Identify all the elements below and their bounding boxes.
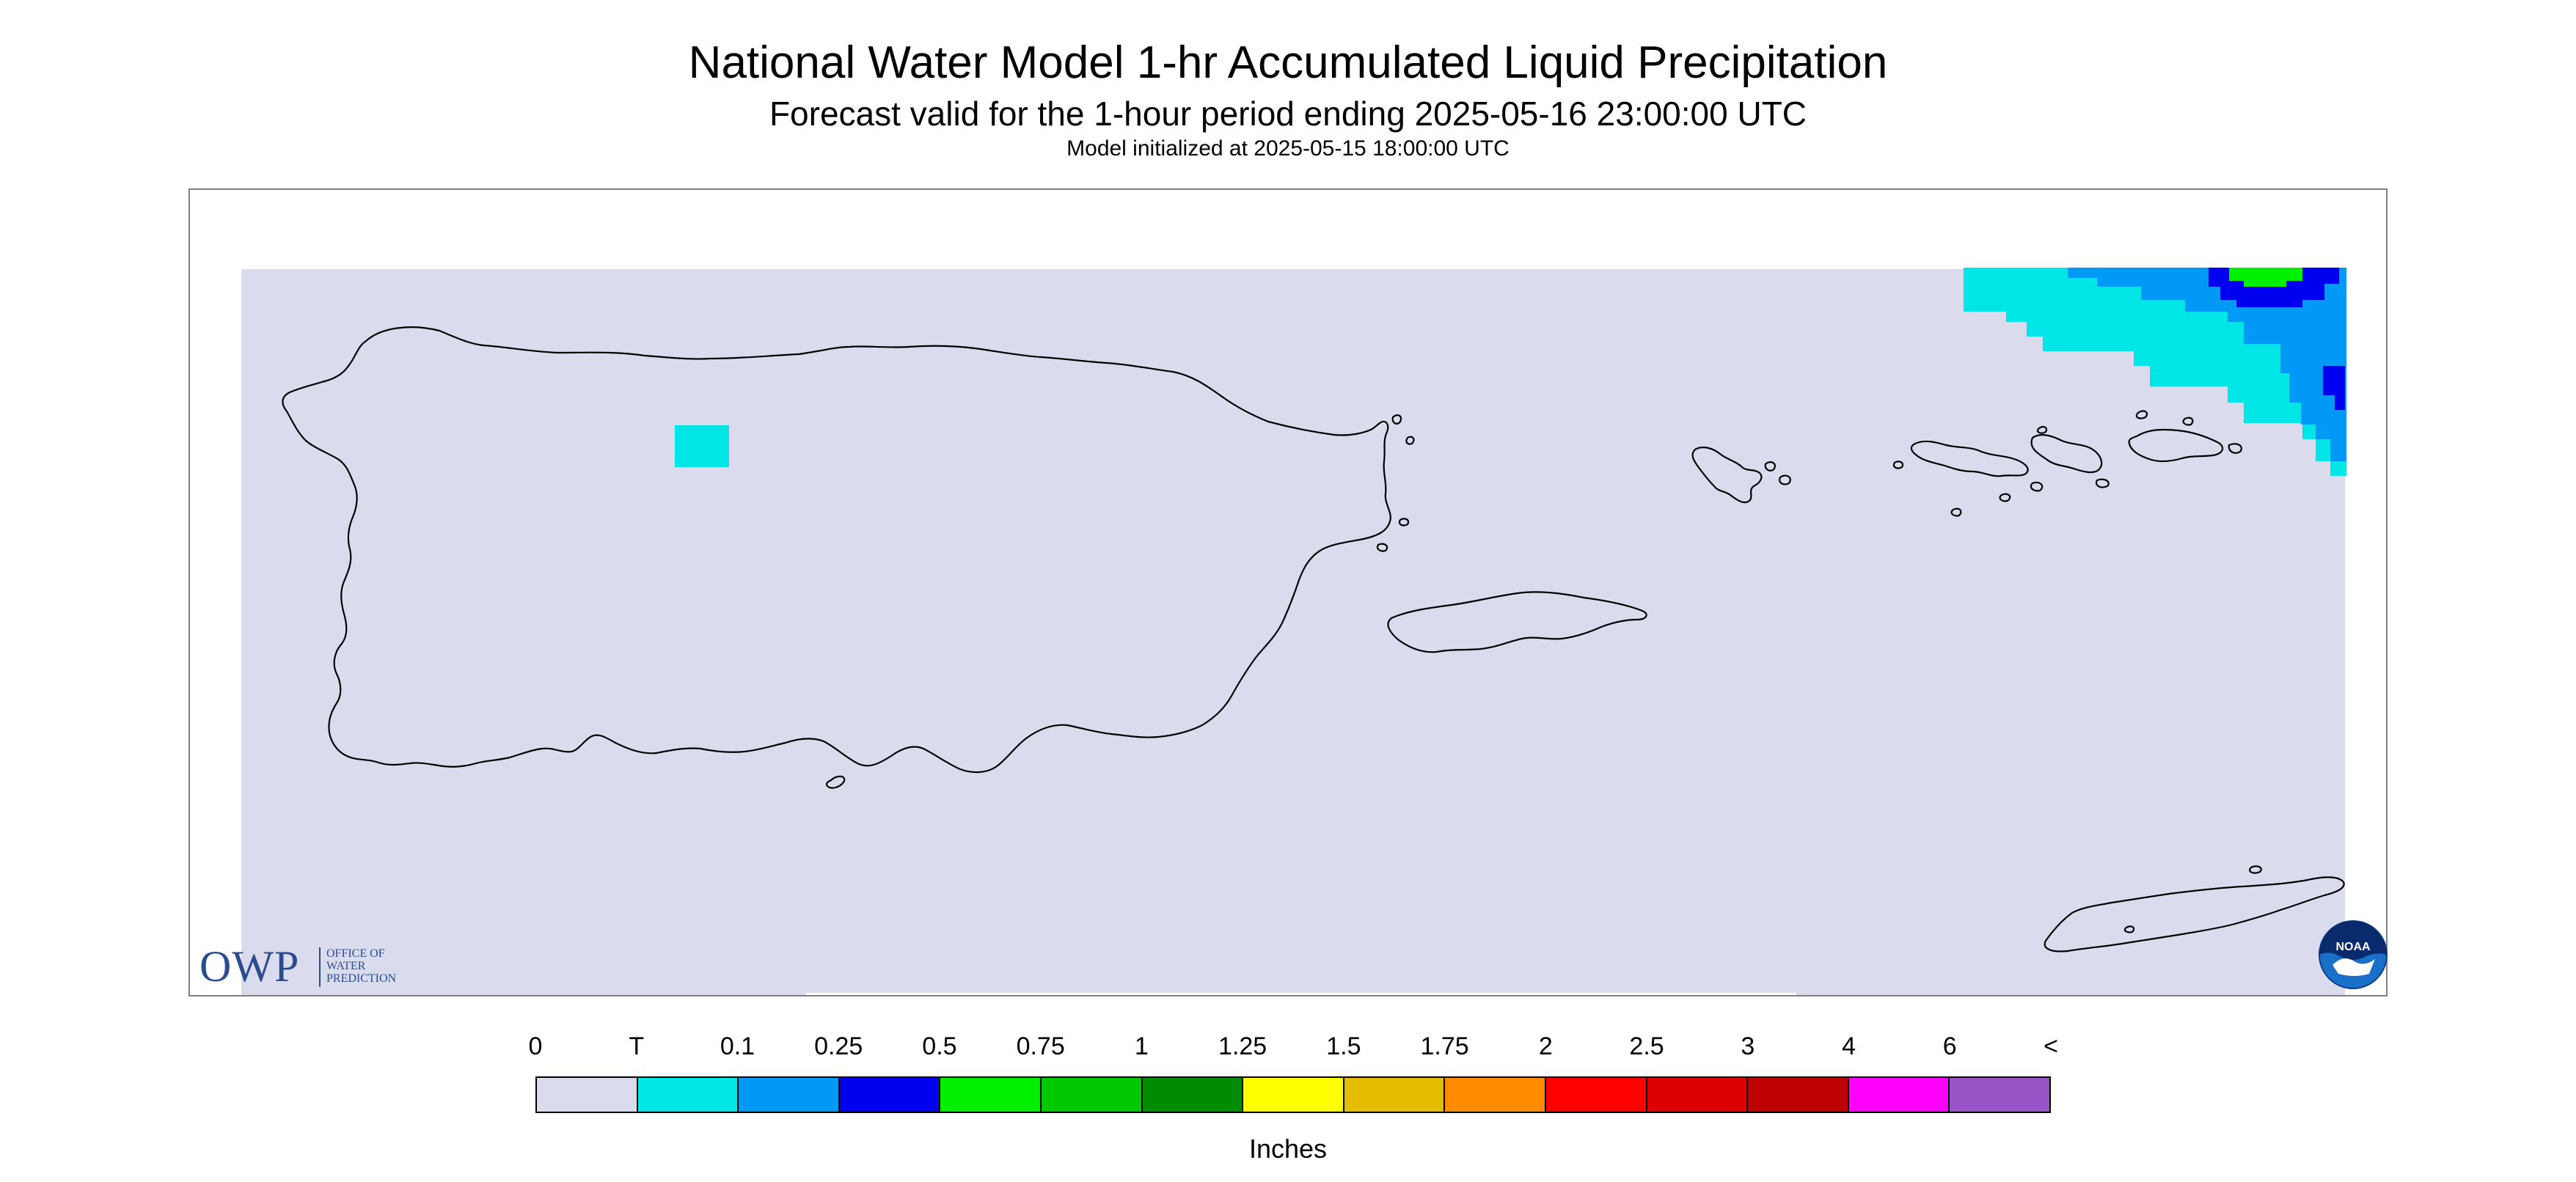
legend-labels: 0 T 0.1 0.25 0.5 0.75 1 1.25 1.5 1.75 2 2.5 3 4 6 <	[0, 1032, 2576, 1069]
coastline-st-john	[2030, 434, 2103, 474]
data-area	[241, 269, 2345, 995]
map-subtitle: Forecast valid for the 1-hour period end…	[769, 95, 1807, 133]
noaa-logo-text: NOAA	[2335, 941, 2371, 953]
legend-swatch	[1344, 1078, 1446, 1112]
legend-swatch	[1647, 1078, 1749, 1112]
legend-swatch	[1142, 1078, 1244, 1112]
precip-cluster-0-1	[2068, 268, 2346, 461]
legend-tick-label: 0	[528, 1032, 543, 1060]
legend-swatch	[1445, 1078, 1546, 1112]
legend-tick-label: <	[2043, 1032, 2058, 1060]
legend-swatch	[1041, 1078, 1143, 1112]
coastline-caja-de-muertos	[825, 775, 846, 789]
legend-swatch	[537, 1078, 638, 1112]
legend-tick-label: 1	[1134, 1032, 1149, 1060]
legend-swatch	[1950, 1078, 2049, 1112]
precip-cluster-0-5	[2229, 268, 2302, 287]
coastline-puerto-rico	[282, 326, 1391, 774]
model-init-line: Model initialized at 2025-05-15 18:00:00…	[1066, 136, 1510, 161]
legend-swatch	[839, 1078, 941, 1112]
map-title: National Water Model 1-hr Accumulated Li…	[688, 37, 1888, 88]
legend-tick-label: 2.5	[1629, 1032, 1664, 1060]
coastlines	[282, 326, 2345, 952]
map-panel	[189, 188, 2387, 996]
legend-tick-label: 6	[1942, 1032, 1957, 1060]
legend-tick-label: 1.25	[1218, 1032, 1267, 1060]
coastline-culebra	[1691, 447, 1763, 504]
precipitation-map	[241, 268, 2346, 995]
precip-cell-trace	[675, 425, 729, 467]
precip-cells	[675, 268, 2346, 476]
legend-tick-label: 4	[1842, 1032, 1856, 1060]
legend-swatch	[1545, 1078, 1647, 1112]
legend-units-label: Inches	[1248, 1134, 1328, 1164]
legend-swatch	[637, 1078, 739, 1112]
coastline-st-thomas	[1910, 440, 2029, 477]
legend-tick-label: 0.75	[1016, 1032, 1065, 1060]
legend-swatch	[1748, 1078, 1849, 1112]
coastline-vieques	[1387, 591, 1647, 653]
legend-tick-label: 0.1	[720, 1032, 755, 1060]
noaa-logo: NOAA	[2319, 920, 2387, 989]
legend-tick-label: 2	[1538, 1032, 1553, 1060]
owp-logo-text: OFFICE OF WATER PREDICTION	[326, 947, 397, 985]
legend-swatch	[1243, 1078, 1344, 1112]
legend-tick-label: 3	[1741, 1032, 1755, 1060]
legend-tick-label: 1.5	[1326, 1032, 1361, 1060]
legend-swatch	[1848, 1078, 1950, 1112]
legend-swatch	[940, 1078, 1042, 1112]
legend-tick-label: 1.75	[1420, 1032, 1469, 1060]
legend-swatch	[739, 1078, 840, 1112]
owp-logo-divider	[319, 947, 321, 987]
owp-logo-mark: OWP	[200, 942, 300, 991]
coastline-st-croix	[2043, 876, 2345, 952]
precip-cluster-0-25b	[2323, 366, 2345, 410]
legend-tick-label: 0.25	[814, 1032, 863, 1060]
legend-colorbar	[535, 1076, 2051, 1113]
legend-tick-label: T	[629, 1032, 645, 1060]
coastline-tortola	[2128, 428, 2224, 463]
legend-tick-label: 0.5	[922, 1032, 957, 1060]
